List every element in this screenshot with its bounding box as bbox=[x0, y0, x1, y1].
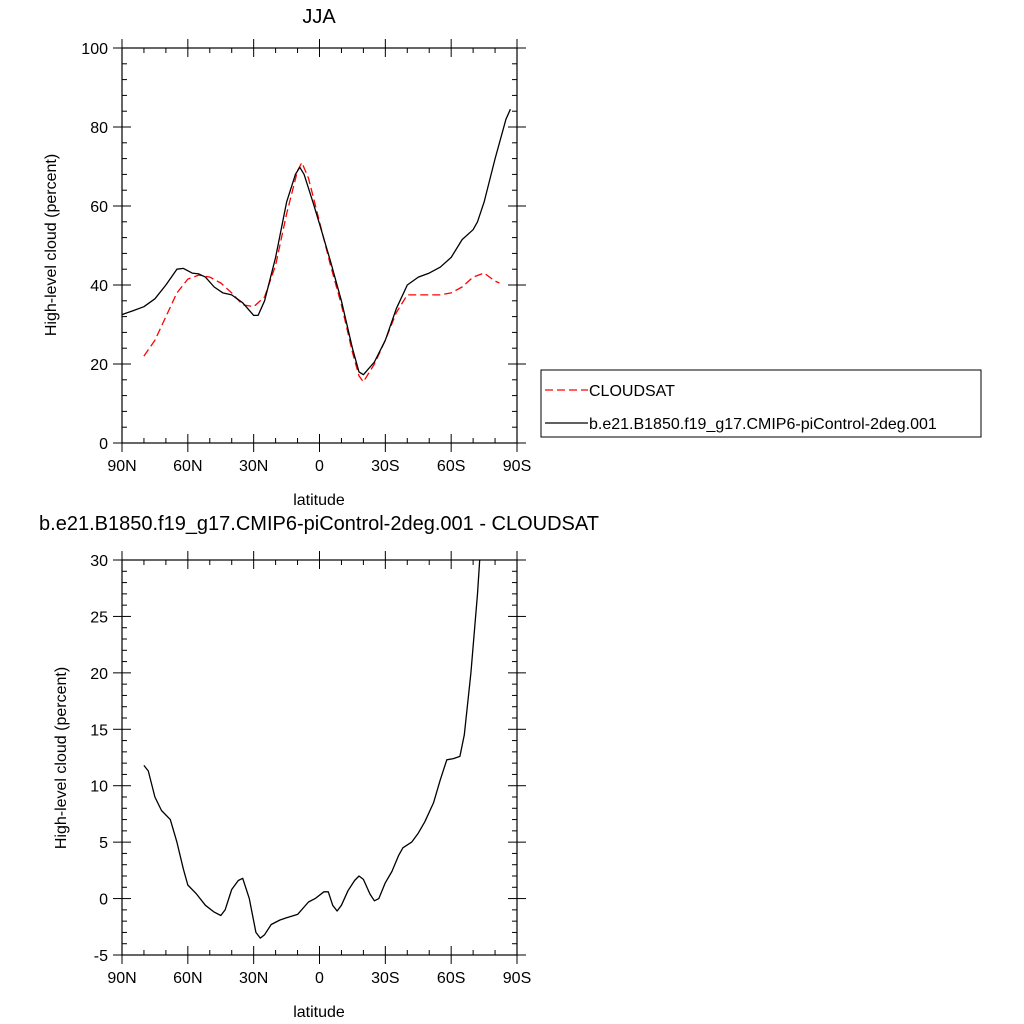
bottom-x-axis-title: latitude bbox=[293, 1004, 345, 1021]
legend: CLOUDSAT b.e21.B1850.f19_g17.CMIP6-piCon… bbox=[540, 369, 982, 438]
series-line-difference bbox=[143, 559, 481, 939]
top-panel: JJA 90N 60N 30N 0 30S 60S 90S 0 20 40 60 80 100 lati… bbox=[43, 6, 531, 509]
legend-label-cloudsat: CLOUDSAT bbox=[589, 383, 675, 400]
top-series-lines bbox=[121, 108, 511, 383]
bottom-plot-title: b.e21.B1850.f19_g17.CMIP6-piControl-2deg… bbox=[39, 513, 599, 535]
x-tick-label: 30S bbox=[371, 458, 399, 475]
x-tick-label: 30N bbox=[239, 458, 268, 475]
x-tick-label: 60S bbox=[437, 970, 465, 987]
bottom-series-lines bbox=[143, 559, 481, 939]
y-tick-label: 40 bbox=[90, 278, 108, 295]
x-tick-label: 60N bbox=[173, 970, 202, 987]
x-tick-label: 90S bbox=[503, 458, 531, 475]
y-tick-label: 0 bbox=[99, 892, 108, 909]
y-tick-label: 25 bbox=[90, 609, 108, 626]
y-tick-label: 100 bbox=[81, 41, 108, 58]
series-line-cloudsat bbox=[143, 161, 500, 383]
top-y-axis-title: High-level cloud (percent) bbox=[43, 154, 60, 336]
x-tick-label: 0 bbox=[315, 458, 324, 475]
x-tick-label: 60S bbox=[437, 458, 465, 475]
bottom-y-axis-title: High-level cloud (percent) bbox=[53, 667, 70, 849]
y-tick-label: 80 bbox=[90, 120, 108, 137]
top-ticks: 90N 60N 30N 0 30S 60S 90S 0 20 40 60 80 100 bbox=[81, 39, 531, 475]
x-tick-label: 30N bbox=[239, 970, 268, 987]
bottom-panel: b.e21.B1850.f19_g17.CMIP6-piControl-2deg… bbox=[39, 513, 599, 1021]
series-line-model bbox=[121, 108, 511, 376]
y-tick-label: 0 bbox=[99, 436, 108, 453]
y-tick-label: 60 bbox=[90, 199, 108, 216]
legend-box bbox=[540, 369, 982, 438]
y-tick-label: -5 bbox=[94, 948, 108, 965]
bottom-ticks: 90N 60N 30N 0 30S 60S 90S -5 0 5 10 15 20 25 30 bbox=[90, 551, 531, 987]
x-tick-label: 0 bbox=[315, 970, 324, 987]
y-tick-label: 20 bbox=[90, 666, 108, 683]
legend-label-model: b.e21.B1850.f19_g17.CMIP6-piControl-2deg… bbox=[589, 416, 937, 433]
y-tick-label: 30 bbox=[90, 553, 108, 570]
top-x-axis-title: latitude bbox=[293, 492, 345, 509]
y-tick-label: 10 bbox=[90, 779, 108, 796]
x-tick-label: 30S bbox=[371, 970, 399, 987]
y-tick-label: 5 bbox=[99, 835, 108, 852]
x-tick-label: 60N bbox=[173, 458, 202, 475]
x-tick-label: 90N bbox=[107, 458, 136, 475]
x-tick-label: 90N bbox=[107, 970, 136, 987]
y-tick-label: 15 bbox=[90, 722, 108, 739]
y-tick-label: 20 bbox=[90, 357, 108, 374]
top-plot-title: JJA bbox=[302, 6, 336, 28]
x-tick-label: 90S bbox=[503, 970, 531, 987]
